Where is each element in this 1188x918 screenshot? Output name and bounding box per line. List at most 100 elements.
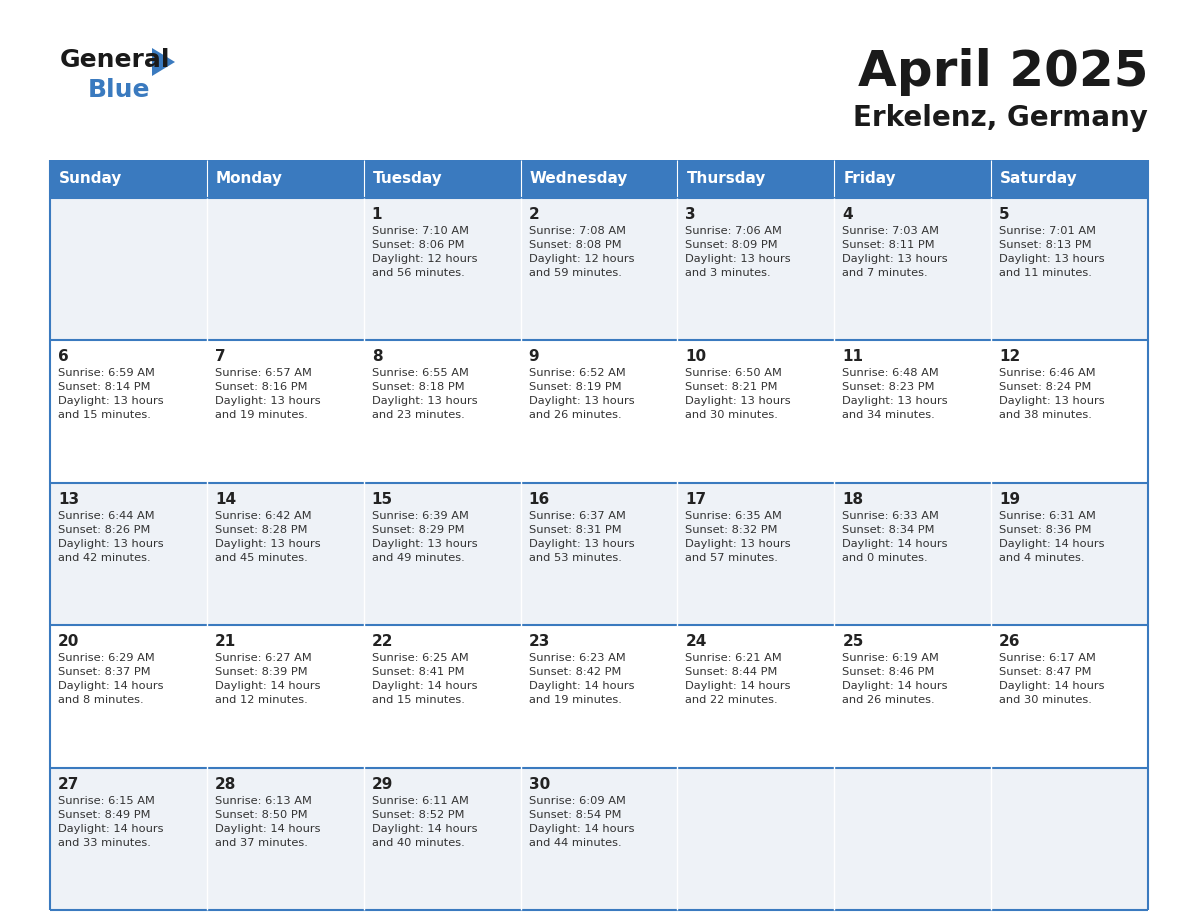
- Text: Sunrise: 6:57 AM
Sunset: 8:16 PM
Daylight: 13 hours
and 19 minutes.: Sunrise: 6:57 AM Sunset: 8:16 PM Dayligh…: [215, 368, 321, 420]
- Text: Sunrise: 6:52 AM
Sunset: 8:19 PM
Daylight: 13 hours
and 26 minutes.: Sunrise: 6:52 AM Sunset: 8:19 PM Dayligh…: [529, 368, 634, 420]
- Text: 1: 1: [372, 207, 383, 222]
- Text: General: General: [61, 48, 171, 72]
- Text: Sunrise: 6:25 AM
Sunset: 8:41 PM
Daylight: 14 hours
and 15 minutes.: Sunrise: 6:25 AM Sunset: 8:41 PM Dayligh…: [372, 654, 478, 705]
- Bar: [50, 160, 207, 198]
- Text: 10: 10: [685, 350, 707, 364]
- Text: Sunrise: 6:11 AM
Sunset: 8:52 PM
Daylight: 14 hours
and 40 minutes.: Sunrise: 6:11 AM Sunset: 8:52 PM Dayligh…: [372, 796, 478, 847]
- Text: 23: 23: [529, 634, 550, 649]
- Text: Sunrise: 6:09 AM
Sunset: 8:54 PM
Daylight: 14 hours
and 44 minutes.: Sunrise: 6:09 AM Sunset: 8:54 PM Dayligh…: [529, 796, 634, 847]
- Text: Sunrise: 6:21 AM
Sunset: 8:44 PM
Daylight: 14 hours
and 22 minutes.: Sunrise: 6:21 AM Sunset: 8:44 PM Dayligh…: [685, 654, 791, 705]
- Text: 3: 3: [685, 207, 696, 222]
- Text: Sunday: Sunday: [59, 172, 122, 186]
- Text: Tuesday: Tuesday: [373, 172, 442, 186]
- Text: Monday: Monday: [216, 172, 283, 186]
- Bar: [834, 341, 991, 483]
- Bar: [834, 198, 991, 341]
- Bar: [207, 198, 364, 341]
- Text: Sunrise: 7:10 AM
Sunset: 8:06 PM
Daylight: 12 hours
and 56 minutes.: Sunrise: 7:10 AM Sunset: 8:06 PM Dayligh…: [372, 226, 478, 278]
- Bar: [677, 483, 834, 625]
- Bar: [677, 198, 834, 341]
- Text: 8: 8: [372, 350, 383, 364]
- Bar: [520, 483, 677, 625]
- Text: 21: 21: [215, 634, 236, 649]
- Text: 12: 12: [999, 350, 1020, 364]
- Text: Sunrise: 7:06 AM
Sunset: 8:09 PM
Daylight: 13 hours
and 3 minutes.: Sunrise: 7:06 AM Sunset: 8:09 PM Dayligh…: [685, 226, 791, 278]
- Text: Sunrise: 6:15 AM
Sunset: 8:49 PM
Daylight: 14 hours
and 33 minutes.: Sunrise: 6:15 AM Sunset: 8:49 PM Dayligh…: [58, 796, 164, 847]
- Text: 26: 26: [999, 634, 1020, 649]
- Bar: [520, 341, 677, 483]
- Text: Sunrise: 6:39 AM
Sunset: 8:29 PM
Daylight: 13 hours
and 49 minutes.: Sunrise: 6:39 AM Sunset: 8:29 PM Dayligh…: [372, 510, 478, 563]
- Bar: [677, 767, 834, 910]
- Text: 15: 15: [372, 492, 393, 507]
- Bar: [677, 341, 834, 483]
- Bar: [364, 198, 520, 341]
- Text: Sunrise: 6:46 AM
Sunset: 8:24 PM
Daylight: 13 hours
and 38 minutes.: Sunrise: 6:46 AM Sunset: 8:24 PM Dayligh…: [999, 368, 1105, 420]
- Bar: [364, 483, 520, 625]
- Text: 14: 14: [215, 492, 236, 507]
- Bar: [991, 341, 1148, 483]
- Text: 9: 9: [529, 350, 539, 364]
- Text: Erkelenz, Germany: Erkelenz, Germany: [853, 104, 1148, 132]
- Bar: [50, 625, 207, 767]
- Text: Sunrise: 6:50 AM
Sunset: 8:21 PM
Daylight: 13 hours
and 30 minutes.: Sunrise: 6:50 AM Sunset: 8:21 PM Dayligh…: [685, 368, 791, 420]
- Text: 22: 22: [372, 634, 393, 649]
- Text: 17: 17: [685, 492, 707, 507]
- Bar: [50, 198, 207, 341]
- Text: Sunrise: 6:27 AM
Sunset: 8:39 PM
Daylight: 14 hours
and 12 minutes.: Sunrise: 6:27 AM Sunset: 8:39 PM Dayligh…: [215, 654, 321, 705]
- Text: 18: 18: [842, 492, 864, 507]
- Text: Sunrise: 6:29 AM
Sunset: 8:37 PM
Daylight: 14 hours
and 8 minutes.: Sunrise: 6:29 AM Sunset: 8:37 PM Dayligh…: [58, 654, 164, 705]
- Text: 7: 7: [215, 350, 226, 364]
- Text: Friday: Friday: [843, 172, 896, 186]
- Bar: [991, 160, 1148, 198]
- Text: 20: 20: [58, 634, 80, 649]
- Bar: [50, 767, 207, 910]
- Bar: [50, 341, 207, 483]
- Bar: [364, 341, 520, 483]
- Text: 27: 27: [58, 777, 80, 791]
- Text: Sunrise: 6:17 AM
Sunset: 8:47 PM
Daylight: 14 hours
and 30 minutes.: Sunrise: 6:17 AM Sunset: 8:47 PM Dayligh…: [999, 654, 1105, 705]
- Text: 25: 25: [842, 634, 864, 649]
- Text: Thursday: Thursday: [687, 172, 766, 186]
- Polygon shape: [152, 48, 175, 76]
- Text: Sunrise: 7:08 AM
Sunset: 8:08 PM
Daylight: 12 hours
and 59 minutes.: Sunrise: 7:08 AM Sunset: 8:08 PM Dayligh…: [529, 226, 634, 278]
- Bar: [991, 767, 1148, 910]
- Bar: [207, 483, 364, 625]
- Bar: [207, 767, 364, 910]
- Text: Sunrise: 6:19 AM
Sunset: 8:46 PM
Daylight: 14 hours
and 26 minutes.: Sunrise: 6:19 AM Sunset: 8:46 PM Dayligh…: [842, 654, 948, 705]
- Text: 19: 19: [999, 492, 1020, 507]
- Text: Sunrise: 7:01 AM
Sunset: 8:13 PM
Daylight: 13 hours
and 11 minutes.: Sunrise: 7:01 AM Sunset: 8:13 PM Dayligh…: [999, 226, 1105, 278]
- Text: 11: 11: [842, 350, 864, 364]
- Bar: [520, 625, 677, 767]
- Text: 5: 5: [999, 207, 1010, 222]
- Text: Sunrise: 6:44 AM
Sunset: 8:26 PM
Daylight: 13 hours
and 42 minutes.: Sunrise: 6:44 AM Sunset: 8:26 PM Dayligh…: [58, 510, 164, 563]
- Text: Sunrise: 6:23 AM
Sunset: 8:42 PM
Daylight: 14 hours
and 19 minutes.: Sunrise: 6:23 AM Sunset: 8:42 PM Dayligh…: [529, 654, 634, 705]
- Bar: [520, 198, 677, 341]
- Bar: [834, 625, 991, 767]
- Text: Sunrise: 6:13 AM
Sunset: 8:50 PM
Daylight: 14 hours
and 37 minutes.: Sunrise: 6:13 AM Sunset: 8:50 PM Dayligh…: [215, 796, 321, 847]
- Bar: [364, 160, 520, 198]
- Text: 4: 4: [842, 207, 853, 222]
- Text: 6: 6: [58, 350, 69, 364]
- Text: Sunrise: 7:03 AM
Sunset: 8:11 PM
Daylight: 13 hours
and 7 minutes.: Sunrise: 7:03 AM Sunset: 8:11 PM Dayligh…: [842, 226, 948, 278]
- Bar: [50, 483, 207, 625]
- Text: 24: 24: [685, 634, 707, 649]
- Bar: [991, 198, 1148, 341]
- Text: Sunrise: 6:31 AM
Sunset: 8:36 PM
Daylight: 14 hours
and 4 minutes.: Sunrise: 6:31 AM Sunset: 8:36 PM Dayligh…: [999, 510, 1105, 563]
- Text: Sunrise: 6:42 AM
Sunset: 8:28 PM
Daylight: 13 hours
and 45 minutes.: Sunrise: 6:42 AM Sunset: 8:28 PM Dayligh…: [215, 510, 321, 563]
- Text: Sunrise: 6:48 AM
Sunset: 8:23 PM
Daylight: 13 hours
and 34 minutes.: Sunrise: 6:48 AM Sunset: 8:23 PM Dayligh…: [842, 368, 948, 420]
- Text: Sunrise: 6:55 AM
Sunset: 8:18 PM
Daylight: 13 hours
and 23 minutes.: Sunrise: 6:55 AM Sunset: 8:18 PM Dayligh…: [372, 368, 478, 420]
- Bar: [834, 160, 991, 198]
- Bar: [991, 625, 1148, 767]
- Bar: [834, 483, 991, 625]
- Text: Sunrise: 6:37 AM
Sunset: 8:31 PM
Daylight: 13 hours
and 53 minutes.: Sunrise: 6:37 AM Sunset: 8:31 PM Dayligh…: [529, 510, 634, 563]
- Text: 16: 16: [529, 492, 550, 507]
- Bar: [207, 625, 364, 767]
- Bar: [991, 483, 1148, 625]
- Text: 2: 2: [529, 207, 539, 222]
- Text: Sunrise: 6:33 AM
Sunset: 8:34 PM
Daylight: 14 hours
and 0 minutes.: Sunrise: 6:33 AM Sunset: 8:34 PM Dayligh…: [842, 510, 948, 563]
- Text: April 2025: April 2025: [858, 48, 1148, 96]
- Text: 13: 13: [58, 492, 80, 507]
- Bar: [677, 160, 834, 198]
- Bar: [520, 160, 677, 198]
- Text: 28: 28: [215, 777, 236, 791]
